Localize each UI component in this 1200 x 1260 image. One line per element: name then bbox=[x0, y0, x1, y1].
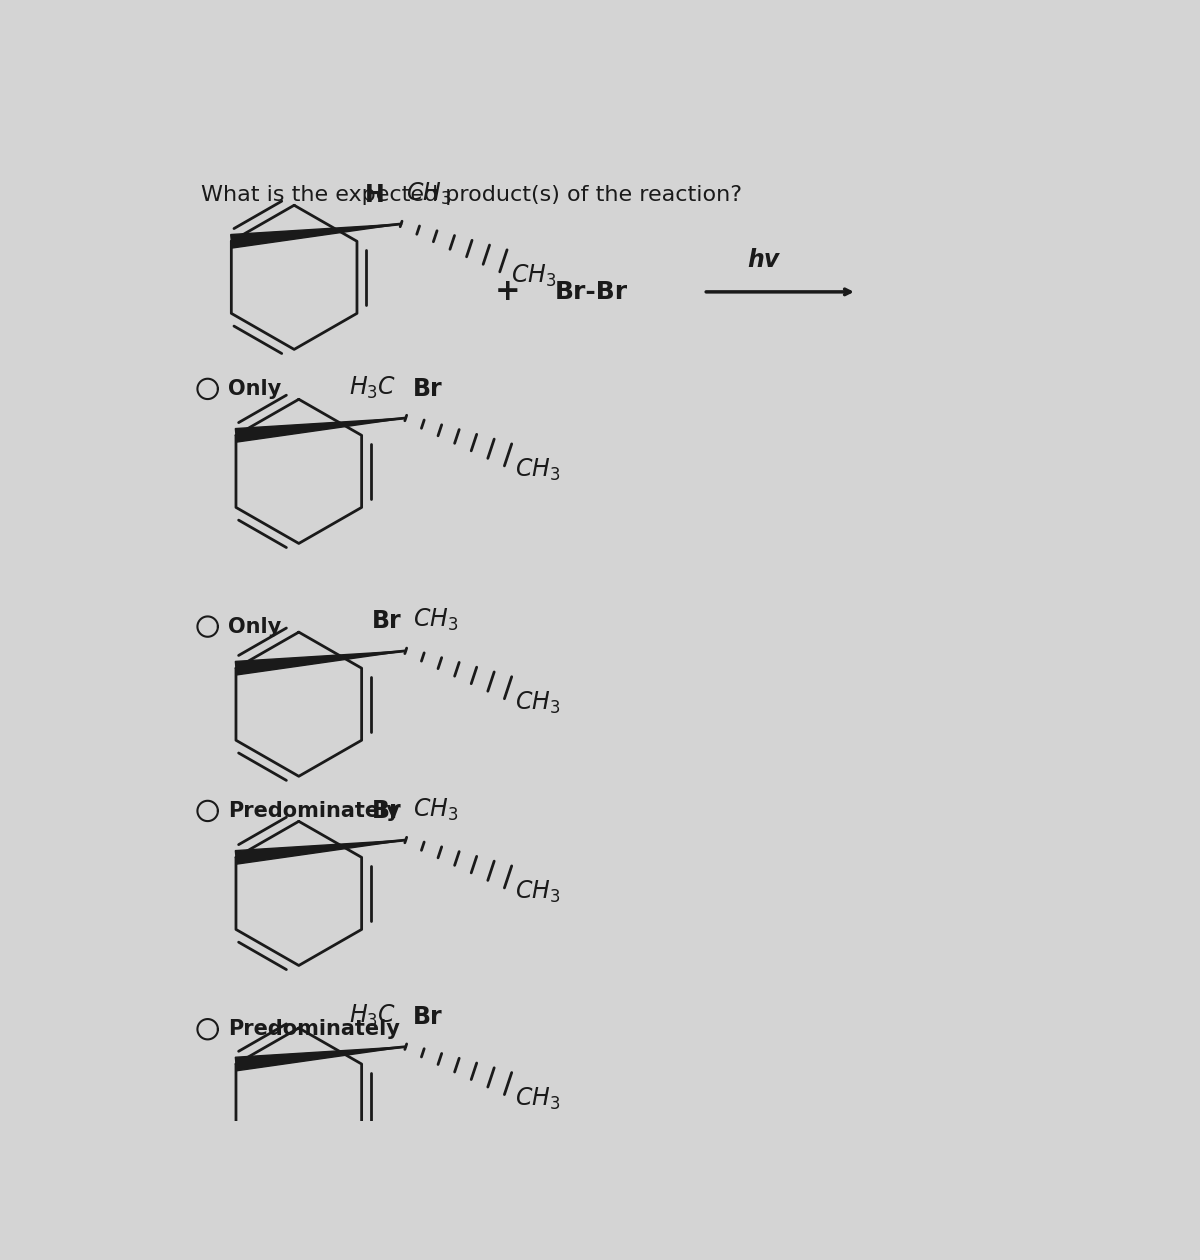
Text: $CH_3$: $CH_3$ bbox=[516, 457, 560, 483]
Text: Br: Br bbox=[413, 377, 443, 401]
Text: Br: Br bbox=[372, 610, 401, 634]
Text: $CH_3$: $CH_3$ bbox=[511, 263, 557, 289]
Text: Br-Br: Br-Br bbox=[554, 280, 628, 304]
Text: Br: Br bbox=[413, 1005, 443, 1029]
Polygon shape bbox=[230, 224, 401, 248]
Text: Predominately: Predominately bbox=[228, 801, 400, 822]
Polygon shape bbox=[235, 418, 406, 442]
Text: Br: Br bbox=[372, 799, 401, 823]
Text: What is the expected product(s) of the reaction?: What is the expected product(s) of the r… bbox=[202, 185, 742, 205]
Text: $CH_3$: $CH_3$ bbox=[413, 607, 458, 634]
Text: H: H bbox=[365, 183, 384, 207]
Text: Only: Only bbox=[228, 379, 281, 399]
Text: $H_3C$: $H_3C$ bbox=[349, 1003, 396, 1029]
Polygon shape bbox=[235, 1047, 406, 1071]
Text: +: + bbox=[496, 277, 521, 306]
Text: $H_3C$: $H_3C$ bbox=[349, 374, 396, 401]
Text: Only: Only bbox=[228, 616, 281, 636]
Polygon shape bbox=[235, 651, 406, 675]
Text: $CH_3$: $CH_3$ bbox=[516, 1086, 560, 1111]
Text: $CH_3$: $CH_3$ bbox=[413, 796, 458, 823]
Text: $CH_3$: $CH_3$ bbox=[516, 879, 560, 905]
Text: $CH_3$: $CH_3$ bbox=[406, 180, 451, 207]
Text: Predominately: Predominately bbox=[228, 1019, 400, 1040]
Polygon shape bbox=[235, 840, 406, 864]
Text: $CH_3$: $CH_3$ bbox=[516, 689, 560, 716]
Text: hv: hv bbox=[748, 248, 780, 272]
